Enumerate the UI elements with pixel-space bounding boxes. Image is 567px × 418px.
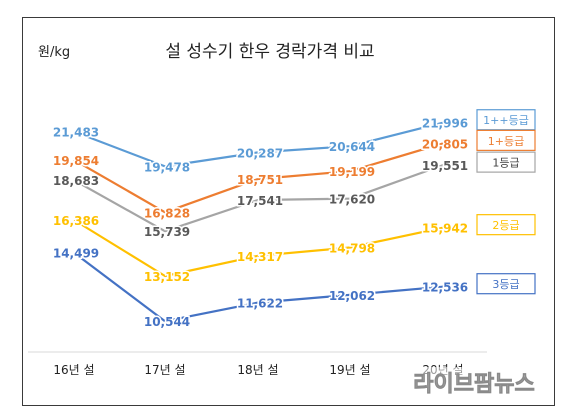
data-label: 10,544 [144,315,190,329]
legend-box [476,214,536,236]
data-label: 15,942 [422,222,468,236]
x-tick-label: 19년 설 [329,363,370,377]
data-label: 13,152 [144,270,190,284]
legend-label: 3등급 [492,278,519,291]
watermark-text: 라이브팜뉴스 [413,372,534,397]
plot-area: 21,483 19,478 20,287 20,644 21,996 19,854 16,8… [51,115,469,331]
x-tick-label: 18년 설 [237,363,278,377]
legend-box [476,273,536,295]
series-1: 19,854 16,828 18,751 19,199 20,805 [51,136,469,222]
legend-item: 3등급 [476,273,536,295]
data-label: 14,499 [53,247,99,261]
series-0: 21,483 19,478 20,287 20,644 21,996 [51,115,469,176]
series-2: 18,683 15,739 17,541 17,620 19,551 [51,158,469,241]
data-label: 19,551 [422,159,468,173]
data-label: 14,317 [237,250,283,264]
legend-box [476,109,536,131]
legend-label: 1++등급 [483,114,529,127]
chart-title: 설 성수기 한우 경락가격 비교 [165,42,374,62]
legend-label: 1+등급 [488,135,524,148]
series-line [73,142,444,214]
series-line [73,219,444,278]
y-unit-label: 원/kg [38,45,70,60]
watermark: 라이브팜뉴스 [400,367,547,399]
data-label: 19,199 [329,165,375,179]
x-tick-label: 17년 설 [144,363,185,377]
legend-label: 1등급 [492,157,519,170]
data-label: 20,644 [329,140,375,154]
data-label: 21,996 [422,117,468,131]
legend-box [476,129,536,151]
data-label: 15,739 [144,225,190,239]
data-label: 12,062 [329,289,375,303]
series-line [73,164,444,233]
legend-item: 1+등급 [476,129,536,151]
data-label: 20,287 [237,146,283,160]
data-label: 18,683 [53,174,99,188]
data-label: 17,620 [329,193,375,207]
x-tick-label: 16년 설 [53,363,94,377]
data-label: 21,483 [53,126,99,140]
series-3: 16,386 13,152 14,317 14,798 15,942 [51,212,469,285]
legend-item: 2등급 [476,214,536,236]
data-label: 11,622 [237,297,283,311]
data-label: 20,805 [422,137,468,151]
data-label: 12,536 [422,281,468,295]
legend: 1++등급 1+등급 1등급 2등급 3등급 [476,109,536,295]
series-4: 14,499 10,544 11,622 12,062 12,536 [51,245,469,331]
chart-frame [22,17,555,406]
series-line [73,121,444,168]
data-label: 17,541 [237,194,283,208]
data-label: 16,828 [144,206,190,220]
data-label: 19,854 [53,154,99,168]
legend-item: 1++등급 [476,109,536,131]
data-label: 14,798 [329,242,375,256]
legend-item: 1등급 [476,151,536,173]
data-label: 19,478 [144,160,190,174]
legend-box [476,151,536,173]
data-label: 16,386 [53,214,99,228]
series-line [73,251,444,323]
legend-label: 2등급 [492,219,519,232]
data-label: 18,751 [237,173,283,187]
